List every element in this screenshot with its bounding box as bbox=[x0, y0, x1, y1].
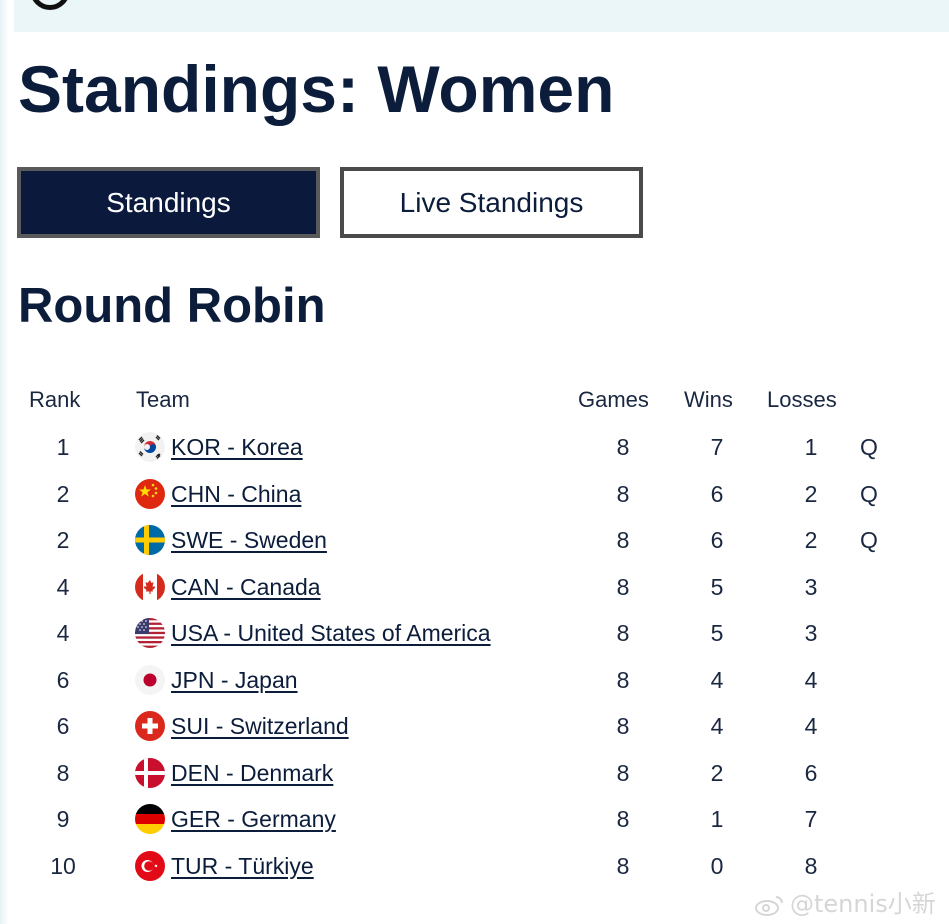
korea-flag-icon bbox=[135, 432, 165, 462]
losses-cell: 4 bbox=[804, 666, 818, 693]
team-link[interactable]: TUR - Türkiye bbox=[171, 852, 314, 879]
rank-cell: 4 bbox=[56, 620, 70, 646]
turkiye-flag-icon bbox=[135, 850, 165, 881]
wins-cell: 5 bbox=[710, 573, 724, 600]
losses-cell: 2 bbox=[804, 527, 818, 553]
header-wins: Wins bbox=[684, 387, 733, 412]
qualified-marker: Q bbox=[860, 527, 878, 553]
header-rank: Rank bbox=[29, 387, 81, 412]
denmark-flag-icon bbox=[135, 757, 165, 788]
rank-cell: 1 bbox=[56, 434, 70, 460]
team-link[interactable]: GER - Germany bbox=[171, 806, 336, 832]
watermark: @tennis小新 bbox=[754, 884, 936, 919]
table-row: 8 DEN - Denmark 8 2 6 bbox=[0, 753, 949, 793]
rank-cell: 6 bbox=[56, 666, 70, 693]
sweden-flag-icon bbox=[135, 525, 165, 555]
rank-cell: 6 bbox=[56, 713, 70, 739]
page-title: Standings: Women bbox=[18, 52, 615, 126]
table-row: 1 KOR - Korea 8 7 1 Q bbox=[0, 427, 949, 467]
losses-cell: 3 bbox=[804, 573, 818, 600]
rank-cell: 8 bbox=[56, 759, 70, 786]
header-games: Games bbox=[578, 387, 649, 412]
games-cell: 8 bbox=[616, 527, 630, 553]
losses-cell: 6 bbox=[804, 759, 818, 786]
germany-flag-icon bbox=[135, 804, 165, 834]
losses-cell: 1 bbox=[804, 434, 818, 460]
tab-live-standings[interactable]: Live Standings bbox=[340, 167, 643, 238]
table-row: 4 CAN - Canada 8 5 3 bbox=[0, 567, 949, 607]
team-link[interactable]: CAN - Canada bbox=[171, 573, 321, 600]
games-cell: 8 bbox=[616, 806, 630, 832]
qualified-marker: Q bbox=[860, 480, 878, 507]
table-row: 10 TUR - Türkiye 8 0 8 bbox=[0, 846, 949, 886]
table-row: 2 SWE - Sweden 8 6 2 Q bbox=[0, 520, 949, 560]
wins-cell: 7 bbox=[710, 434, 724, 460]
losses-cell: 3 bbox=[804, 620, 818, 646]
top-banner-strip bbox=[14, 0, 949, 32]
switzerland-flag-icon bbox=[135, 711, 165, 741]
rank-cell: 10 bbox=[50, 852, 76, 879]
losses-cell: 4 bbox=[804, 713, 818, 739]
rank-cell: 2 bbox=[56, 480, 70, 507]
team-link[interactable]: JPN - Japan bbox=[171, 666, 298, 693]
team-link[interactable]: CHN - China bbox=[171, 480, 302, 507]
section-title: Round Robin bbox=[18, 279, 326, 333]
games-cell: 8 bbox=[616, 480, 630, 507]
games-cell: 8 bbox=[616, 434, 630, 460]
china-flag-icon bbox=[135, 478, 165, 509]
games-cell: 8 bbox=[616, 852, 630, 879]
rank-cell: 2 bbox=[56, 527, 70, 553]
wins-cell: 4 bbox=[710, 666, 724, 693]
team-link[interactable]: KOR - Korea bbox=[171, 434, 303, 460]
header-losses: Losses bbox=[767, 387, 837, 412]
wins-cell: 0 bbox=[710, 852, 724, 879]
header-team: Team bbox=[136, 387, 190, 412]
losses-cell: 2 bbox=[804, 480, 818, 507]
team-link[interactable]: SWE - Sweden bbox=[171, 527, 327, 553]
wins-cell: 6 bbox=[710, 480, 724, 507]
rank-cell: 4 bbox=[56, 573, 70, 600]
team-link[interactable]: USA - United States of America bbox=[171, 620, 491, 646]
games-cell: 8 bbox=[616, 573, 630, 600]
losses-cell: 7 bbox=[804, 806, 818, 832]
team-link[interactable]: SUI - Switzerland bbox=[171, 713, 349, 739]
watermark-text: @tennis小新 bbox=[790, 890, 936, 918]
team-link[interactable]: DEN - Denmark bbox=[171, 759, 334, 786]
wins-cell: 5 bbox=[710, 620, 724, 646]
games-cell: 8 bbox=[616, 713, 630, 739]
table-row: 4 USA - United States of America 8 5 3 bbox=[0, 613, 949, 653]
losses-cell: 8 bbox=[804, 852, 818, 879]
page-left-edge bbox=[0, 0, 9, 924]
table-row: 9 GER - Germany 8 1 7 bbox=[0, 799, 949, 839]
japan-flag-icon bbox=[135, 664, 165, 695]
games-cell: 8 bbox=[616, 666, 630, 693]
weibo-icon bbox=[755, 896, 783, 916]
table-row: 6 JPN - Japan 8 4 4 bbox=[0, 660, 949, 700]
usa-flag-icon bbox=[135, 618, 165, 648]
tab-standings[interactable]: Standings bbox=[17, 167, 320, 238]
table-row: 2 CHN - China 8 6 2 Q bbox=[0, 474, 949, 514]
games-cell: 8 bbox=[616, 759, 630, 786]
wins-cell: 1 bbox=[710, 806, 724, 832]
games-cell: 8 bbox=[616, 620, 630, 646]
qualified-marker: Q bbox=[860, 434, 878, 460]
wins-cell: 2 bbox=[710, 759, 724, 786]
wins-cell: 4 bbox=[710, 713, 724, 739]
table-row: 6 SUI - Switzerland 8 4 4 bbox=[0, 706, 949, 746]
wins-cell: 6 bbox=[710, 527, 724, 553]
rank-cell: 9 bbox=[56, 806, 70, 832]
canada-flag-icon bbox=[135, 571, 165, 602]
